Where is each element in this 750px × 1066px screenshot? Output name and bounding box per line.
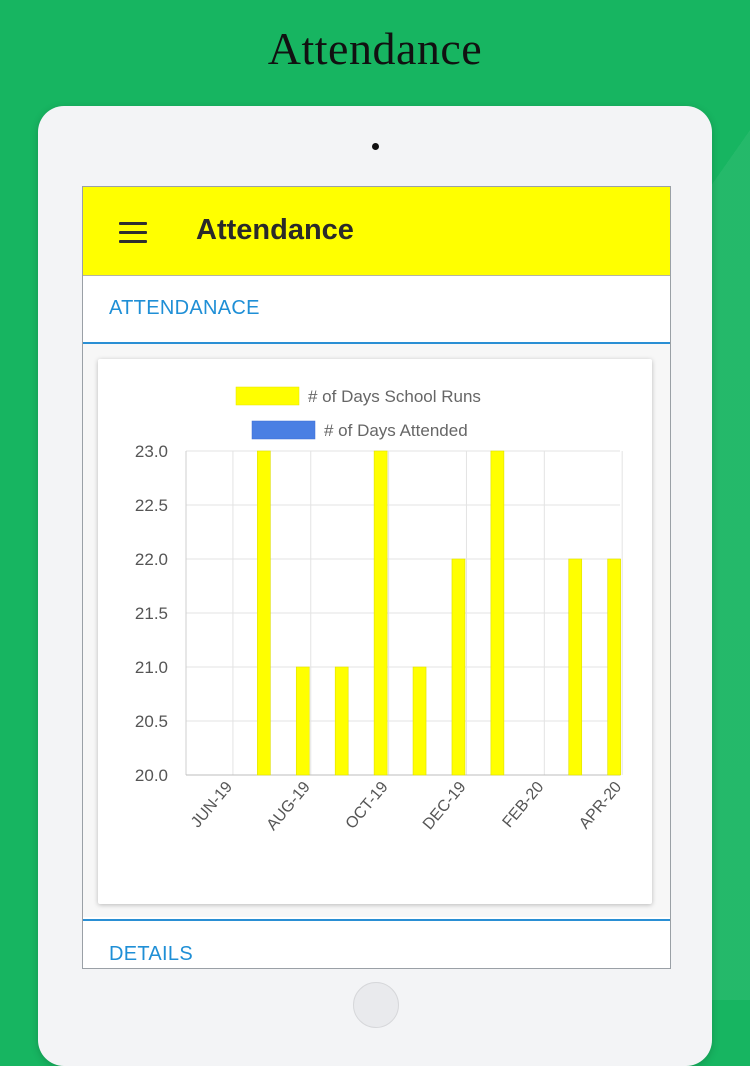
chart-card: # of Days School Runs # of Days Attended 2… [98,359,652,904]
x-tick-label: OCT-19 [343,779,392,833]
y-tick-label: 20.0 [135,766,168,785]
bar-0-apr-20 [607,558,621,776]
y-tick-label: 20.5 [135,712,168,731]
bar-0-aug-19 [295,666,310,776]
legend-swatch-1 [251,420,316,440]
y-tick-label: 22.0 [135,550,168,569]
x-tick-label: FEB-20 [499,779,547,832]
bar-0-sep-19 [334,666,349,776]
app-bar-title: Attendance [196,214,354,246]
details-section-label: DETAILS [109,943,193,965]
y-tick-label: 21.0 [135,658,168,677]
camera-dot [372,143,379,150]
x-tick-label: DEC-19 [420,779,470,834]
details-section-header[interactable]: DETAILS [83,919,670,968]
x-tick-label: AUG-19 [264,779,314,834]
chart-area: # of Days School Runs # of Days Attended 2… [83,344,670,917]
y-tick-label: 23.0 [135,442,168,461]
x-tick-label: JUN-19 [188,779,236,832]
bar-0-nov-19 [412,666,427,776]
attendance-section-label: ATTENDANACE [109,297,260,319]
app-screen: Attendance ATTENDANACE # of Days School … [82,186,671,969]
bar-0-jul-19 [257,450,271,776]
y-tick-label: 21.5 [135,604,168,623]
bar-0-mar-20 [568,558,583,776]
marketing-title: Attendance [267,23,483,74]
y-tick-label: 22.5 [135,496,168,515]
home-button[interactable] [353,982,399,1028]
hamburger-menu-icon[interactable] [119,222,149,244]
bar-0-dec-19 [451,558,466,776]
legend-label-0: # of Days School Runs [308,387,481,406]
app-bar: Attendance [83,187,670,276]
legend-swatch-0 [235,386,300,406]
x-tick-label: APR-20 [576,779,625,833]
attendance-bar-chart: # of Days School Runs # of Days Attended 2… [135,386,625,834]
legend-label-1: # of Days Attended [324,421,468,440]
attendance-section-header[interactable]: ATTENDANACE [83,276,670,344]
bar-0-jan-20 [490,450,505,776]
bar-0-oct-19 [373,450,388,776]
